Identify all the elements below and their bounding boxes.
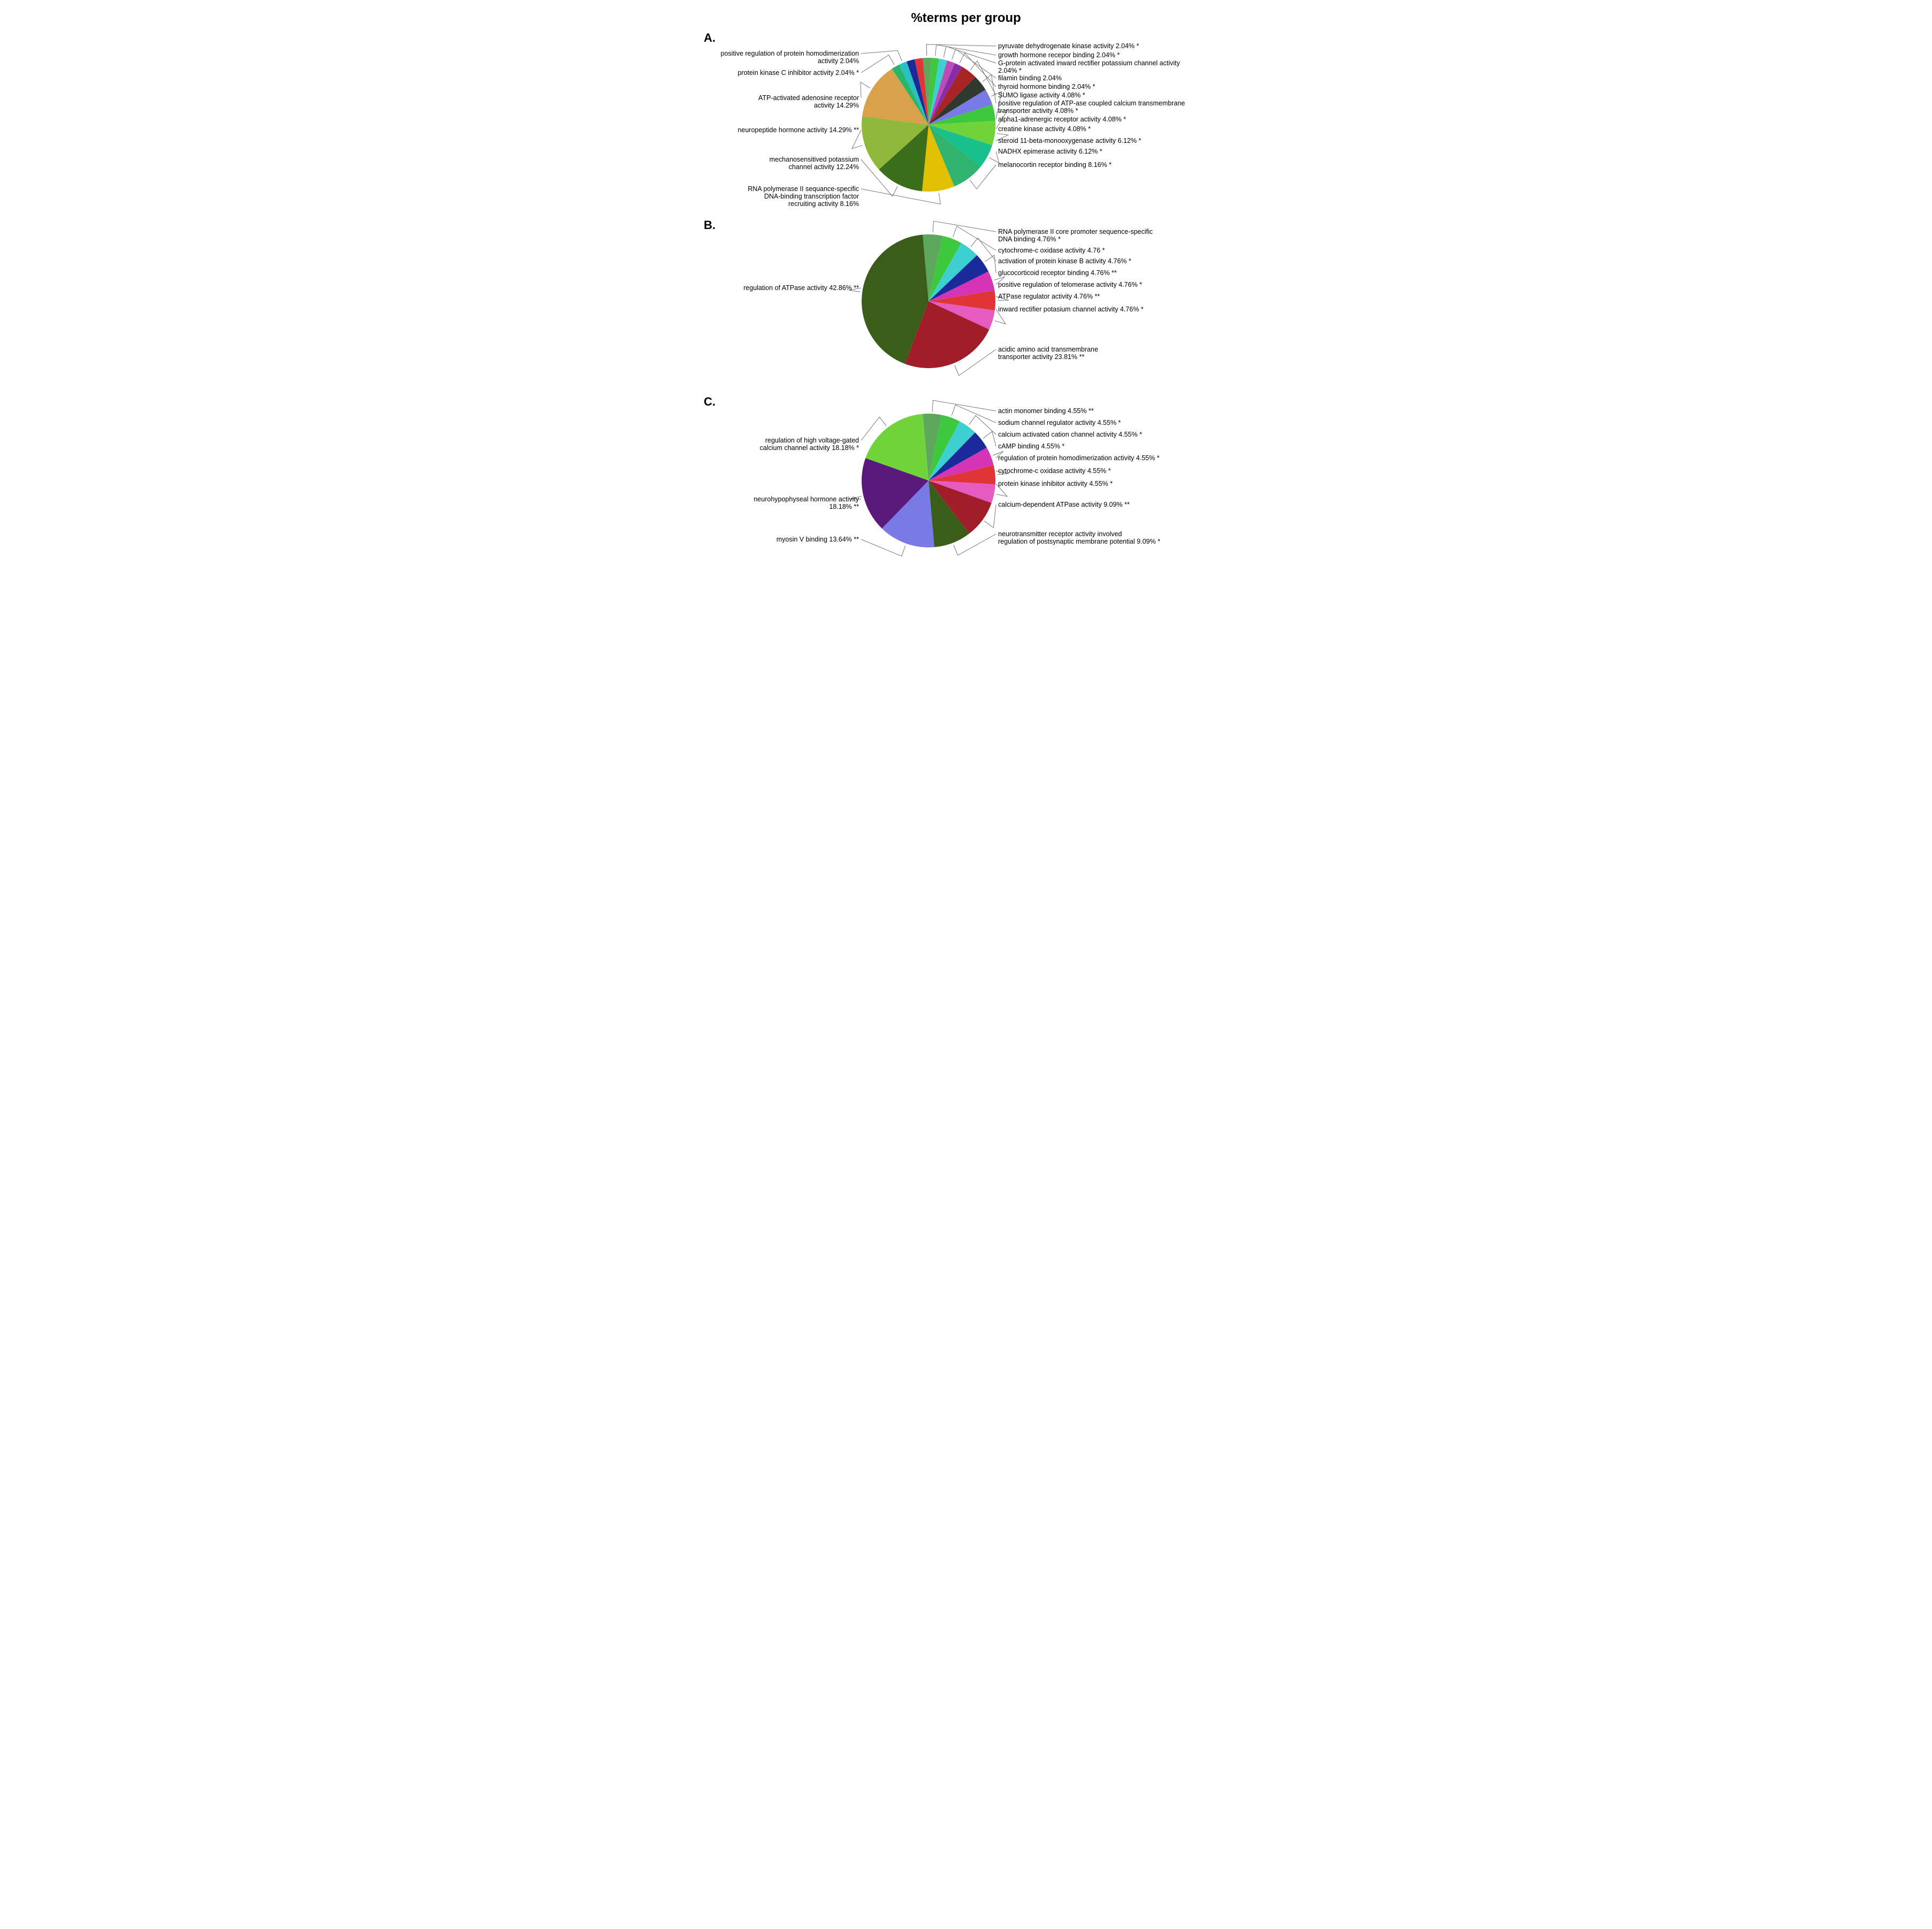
slice-label: cytochrome-c oxidase activity 4.76 * (998, 247, 1105, 254)
slice-label: calcium-dependent ATPase activity 9.09% … (998, 501, 1130, 508)
slice-label: neurotransmitter receptor activity invol… (998, 530, 1160, 545)
page-title: %terms per group (698, 11, 1234, 26)
slice-label: creatine kinase activity 4.08% * (998, 125, 1091, 133)
slice-label: alpha1-adrenergic receptor activity 4.08… (998, 116, 1126, 123)
panel: B. RNA polymerase II core promoter sequen… (698, 218, 1234, 384)
panel-letter: A. (704, 31, 716, 45)
pie-chart: pyruvate dehydrogenate kinase activity 2… (698, 31, 1234, 208)
slice-label: actin monomer binding 4.55% ** (998, 407, 1094, 415)
panel: C. actin monomer binding 4.55% ** sodium c… (698, 395, 1234, 566)
panel: A. pyruvate dehydrogenate kinase activity… (698, 31, 1234, 208)
slice-label: protein kinase C inhibitor activity 2.04… (737, 69, 859, 77)
slice-label: neuropeptide hormone activity 14.29% ** (737, 126, 859, 134)
slice-label: ATPase regulator activity 4.76% ** (998, 293, 1100, 300)
slice-label: neurohypophyseal hormone activity18.18% … (754, 495, 859, 510)
slice-label: positive regulation of ATP-ase coupled c… (998, 100, 1185, 115)
slice-label: SUMO ligase activity 4.08% * (998, 92, 1085, 99)
slice-label: cytochrome-c oxidase activity 4.55% * (998, 467, 1111, 475)
slice-label: thyroid hormone binding 2.04% * (998, 83, 1096, 90)
slice-label: sodium channel regulator activity 4.55% … (998, 419, 1121, 426)
slice-label: pyruvate dehydrogenate kinase activity 2… (998, 42, 1139, 50)
slice-label: positive regulation of telomerase activi… (998, 281, 1142, 288)
panels-container: A. pyruvate dehydrogenate kinase activity… (698, 31, 1234, 566)
slice-label: steroid 11-beta-monooxygenase activity 6… (998, 137, 1141, 144)
panel-letter: B. (704, 218, 716, 232)
slice-label: calcium activated cation channel activit… (998, 431, 1142, 438)
slice-label: G-protein activated inward rectifier pot… (998, 59, 1180, 74)
slice-label: myosin V binding 13.64% ** (777, 536, 859, 543)
leader-line (932, 400, 996, 411)
slice-label: mechanosensitived potassiumchannel activ… (770, 156, 859, 171)
slice-label: ATP-activated adenosine receptoractivity… (758, 94, 859, 109)
slice-label: activation of protein kinase B activity … (998, 257, 1131, 265)
leader-line (861, 55, 894, 73)
leader-line (861, 539, 906, 556)
slice-label: acidic amino acid transmembranetransport… (998, 346, 1098, 361)
page: %terms per group A. pyruvate dehydrogenat… (698, 0, 1234, 598)
leader-line (952, 405, 996, 423)
slice-label: positive regulation of protein homodimer… (721, 50, 859, 65)
slice-label: NADHX epimerase activity 6.12% * (998, 148, 1102, 155)
slice-label: cAMP binding 4.55% * (998, 443, 1064, 450)
slice-label: glucocorticoid receptor binding 4.76% ** (998, 269, 1117, 277)
slice-label: filamin binding 2.04% (998, 74, 1062, 82)
slice-label: regulation of ATPase activity 42.86% ** (743, 284, 859, 292)
slice-label: melanocortin receptor binding 8.16% * (998, 161, 1112, 169)
panel-letter: C. (704, 395, 716, 409)
slice-label: regulation of high voltage-gatedcalcium … (759, 437, 859, 452)
slice-label: RNA polymerase II sequance-specificDNA-b… (748, 185, 859, 208)
slice-label: protein kinase inhibitor activity 4.55% … (998, 480, 1113, 487)
leader-line (944, 47, 996, 63)
slice-label: inward rectifier potasium channel activi… (998, 306, 1144, 313)
slice-label: growth hormone recepor binding 2.04% * (998, 51, 1120, 59)
slice-label: RNA polymerase II core promoter sequence… (998, 228, 1153, 243)
pie-chart: RNA polymerase II core promoter sequence… (698, 218, 1234, 384)
leader-line (983, 431, 996, 446)
leader-line (926, 44, 996, 56)
slice-label: regulation of protein homodimerization a… (998, 454, 1160, 462)
pie-chart: actin monomer binding 4.55% ** sodium cha… (698, 395, 1234, 566)
